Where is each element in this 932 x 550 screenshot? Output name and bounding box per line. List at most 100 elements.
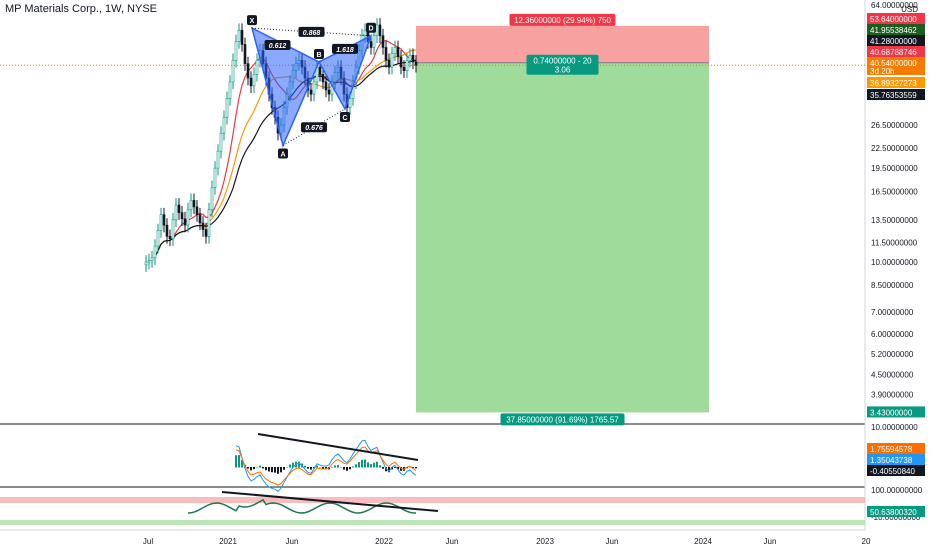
macd-tick-label: 10.00000000 (871, 423, 918, 432)
candle-body (321, 74, 325, 83)
time-tick-label: 2022 (375, 537, 393, 546)
candle-body (171, 219, 175, 240)
price-tick-label: 22.50000000 (871, 144, 918, 153)
candle-body (213, 167, 217, 188)
rsi-badge (867, 506, 925, 517)
macd-histogram-bar (259, 465, 261, 468)
macd-histogram-bar (415, 467, 417, 469)
candle-body (150, 257, 154, 261)
macd-histogram-bar (346, 467, 348, 471)
candle-body (234, 41, 238, 61)
macd-histogram-bar (262, 467, 264, 469)
macd-histogram-bar (391, 467, 393, 470)
macd-histogram-bar (298, 461, 300, 468)
harmonic-point-label: X (250, 18, 255, 25)
candle-body (372, 35, 376, 48)
macd-histogram-bar (361, 459, 363, 468)
candle-body (249, 77, 253, 87)
macd-histogram-bar (379, 465, 381, 468)
price-tick-label: 11.50000000 (871, 238, 918, 247)
harmonic-point-marker (278, 148, 288, 159)
price-badge (867, 77, 925, 88)
price-tick-label: 16.50000000 (871, 188, 918, 197)
stop-label: 12.36000000 (29.94%) 750 (514, 16, 612, 25)
entry-label: 0.74000000 - 20 (533, 57, 592, 66)
macd-histogram-bar (340, 466, 342, 468)
stop-label-box (509, 13, 616, 26)
price-tick-label: 13.50000000 (871, 216, 918, 225)
price-badge (867, 57, 925, 75)
price-badge (867, 13, 925, 24)
macd-histogram-bar (274, 467, 276, 473)
candle-body (240, 29, 244, 45)
candle-body (189, 200, 193, 211)
price-badge (867, 89, 925, 100)
macd-histogram-bar (373, 462, 375, 468)
rsi-divergence-trendline (221, 491, 439, 512)
harmonic-xd-line (251, 27, 372, 37)
candle-body (318, 66, 322, 75)
candle-body (405, 59, 409, 71)
harmonic-ratio-label: 0.676 (305, 125, 323, 132)
macd-histogram-bar (310, 467, 312, 470)
macd-histogram-bar (313, 467, 315, 469)
harmonic-ratio-badge (332, 43, 358, 54)
macd-histogram-bar (388, 467, 390, 473)
macd-histogram-bar (349, 467, 351, 470)
price-badge-label: 35.76353559 (870, 91, 917, 100)
candle-body (384, 47, 388, 61)
macd-histogram-bar (268, 467, 270, 472)
candle-body (237, 29, 241, 42)
time-tick-label: 2024 (694, 537, 712, 546)
time-tick-label: Jul (143, 537, 153, 546)
macd-histogram-bar (280, 467, 282, 473)
candle-body (153, 245, 157, 259)
harmonic-point-label: C (342, 115, 347, 122)
candle-body (177, 204, 181, 214)
macd-histogram-bar (289, 464, 291, 468)
candle-body (144, 261, 148, 266)
candle-body (369, 41, 373, 48)
price-badge-label: 40.54000000 (870, 59, 917, 68)
macd-histogram-bar (376, 461, 378, 468)
price-badge-label: 41.28000000 (870, 37, 917, 46)
entry-label-ratio: 3.06 (555, 66, 571, 75)
candle-body (210, 187, 214, 211)
candle-body (219, 132, 223, 152)
candle-body (192, 200, 196, 208)
time-tick-label: 2021 (219, 537, 237, 546)
harmonic-point-marker (247, 15, 257, 26)
candle-body (309, 89, 313, 95)
time-tick-label: Jun (764, 537, 777, 546)
macd-histogram-bar (235, 455, 237, 468)
harmonic-ratio-label: 0.612 (269, 43, 287, 50)
macd-histogram-bar (316, 465, 318, 468)
price-badge-countdown: 3d 20h (870, 67, 894, 76)
candle-body (186, 209, 190, 226)
candle-body (387, 59, 391, 68)
rsi-tick-label: 100.00000000 (871, 486, 923, 495)
candle-body (225, 98, 229, 118)
price-tick-label: 19.50000000 (871, 164, 918, 173)
macd-histogram-bar (256, 466, 258, 468)
macd-histogram-bar (322, 467, 324, 469)
candle-body (390, 53, 394, 68)
macd-histogram-bar (331, 466, 333, 468)
macd-histogram-bar (334, 465, 336, 468)
harmonic-point-marker (340, 111, 350, 122)
macd-line (235, 439, 417, 492)
macd-histogram-bar (352, 466, 354, 468)
macd-histogram-bar (247, 467, 249, 469)
macd-histogram-bar (325, 467, 327, 470)
candle-body (162, 214, 166, 226)
macd-histogram-bar (394, 467, 396, 468)
price-tick-label: 26.50000000 (871, 121, 918, 130)
macd-histogram-bar (385, 467, 387, 472)
macd-histogram-bar (277, 467, 279, 474)
candle-body (198, 214, 202, 224)
harmonic-ratio-badge (264, 40, 291, 51)
target-label-box (500, 413, 625, 426)
harmonic-point-marker (314, 48, 324, 59)
harmonic-point-label: D (368, 26, 373, 33)
